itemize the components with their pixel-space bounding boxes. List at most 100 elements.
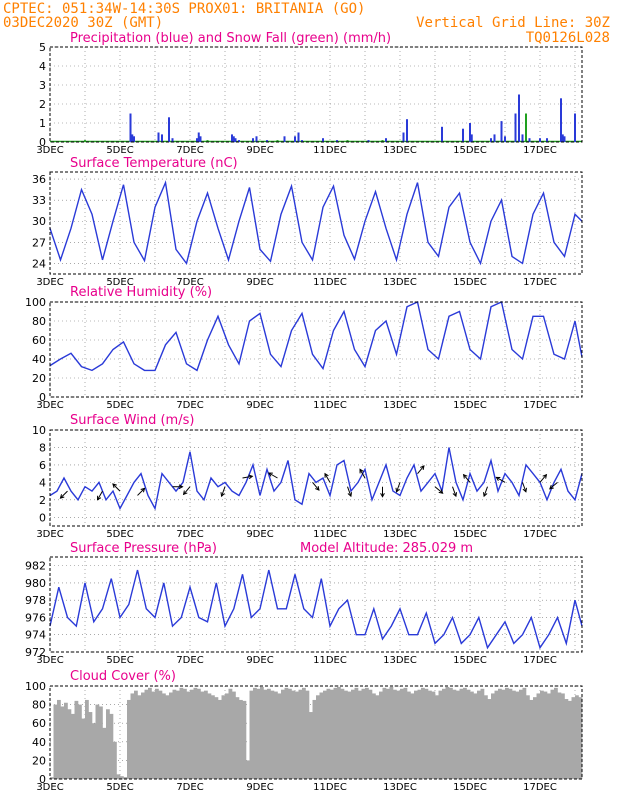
precip-bar [441, 126, 443, 142]
wind-vector-head [549, 484, 554, 490]
cloud-bar [99, 706, 103, 779]
cloud-bar [155, 688, 159, 779]
cloud-bar [470, 691, 474, 779]
cloud-bar [316, 695, 320, 779]
y-tick-label: 80 [32, 699, 46, 712]
precip-bar [199, 136, 202, 142]
y-tick-label: 2 [39, 98, 46, 111]
panel-title-pressure: Surface Pressure (hPa) [70, 541, 217, 556]
x-tick-label: 5DEC [106, 400, 133, 411]
cloud-bar [253, 687, 257, 779]
y-tick-label: 3 [39, 79, 46, 92]
precip-bar [528, 138, 531, 142]
cloud-bar [190, 689, 194, 779]
cloud-bar [92, 723, 96, 779]
cloud-bar [578, 697, 583, 779]
wind-vector-head [267, 472, 273, 477]
x-tick-label: 15DEC [453, 529, 487, 540]
cloud-bar [323, 690, 327, 779]
cloud-bar [543, 691, 548, 779]
snowfall-bar [525, 113, 527, 142]
y-tick-label: 10 [32, 424, 46, 437]
wind-vector-head [182, 490, 188, 496]
y-tick-label: 20 [32, 372, 46, 385]
wind-vector [359, 469, 366, 479]
cloud-bar [186, 691, 191, 779]
cloud-bar [372, 693, 376, 779]
precip-bar [322, 138, 324, 142]
cloud-bar [137, 695, 142, 779]
x-tick-label: 9DEC [246, 277, 273, 288]
x-tick-label: 17DEC [523, 529, 557, 540]
x-tick-label: 5DEC [106, 145, 133, 156]
y-tick-label: 36 [32, 173, 46, 186]
cloud-bar [344, 690, 348, 779]
y-tick-label: 60 [32, 334, 46, 347]
cloud-bar [571, 697, 576, 779]
precip-bar [490, 138, 492, 142]
cloud-bar [330, 689, 334, 779]
wind-vector-head [452, 492, 458, 498]
cloud-bar [564, 699, 569, 779]
snowfall-bar [381, 140, 384, 142]
precip-bar [504, 136, 506, 142]
x-tick-label: 3DEC [36, 655, 63, 666]
x-tick-label: 7DEC [176, 145, 203, 156]
y-tick-label: 0 [39, 391, 46, 404]
series-line [49, 569, 583, 650]
wind-vector-head [482, 492, 488, 498]
cloud-bar [526, 695, 530, 779]
cloud-bar [533, 697, 537, 779]
cloud-bar [333, 687, 338, 779]
wind-vector-head [395, 487, 400, 493]
cloud-bar [414, 690, 418, 779]
cloud-bar [312, 699, 317, 779]
panel-frame [49, 685, 583, 780]
x-tick-label: 17DEC [523, 782, 557, 793]
y-tick-label: 100 [25, 296, 46, 309]
cloud-bar [358, 690, 362, 779]
x-tick-label: 13DEC [383, 400, 417, 411]
wind-vector [112, 483, 121, 492]
cloud-bar [515, 691, 520, 779]
x-tick-label: 7DEC [176, 529, 203, 540]
cloud-bar [302, 687, 306, 779]
cloud-bar [263, 689, 268, 779]
cloud-bar [550, 689, 555, 779]
cloud-bar [417, 689, 422, 779]
cloud-bar [466, 689, 471, 779]
wind-vector-head [438, 489, 444, 494]
wind-vector [183, 486, 191, 495]
precip-bar [171, 138, 174, 142]
x-tick-label: 13DEC [383, 782, 417, 793]
wind-vector-head [542, 473, 548, 479]
cloud-bar [319, 692, 324, 779]
x-tick-label: 11DEC [313, 782, 347, 793]
cloud-bar [403, 687, 408, 779]
cloud-bar [74, 700, 79, 779]
y-tick-label: 27 [32, 236, 46, 249]
x-tick-label: 5DEC [106, 655, 133, 666]
cloud-bar [449, 687, 453, 779]
cloud-bar [396, 690, 401, 779]
precip-bar [560, 98, 562, 142]
cloud-bar [463, 687, 467, 779]
cloud-bar [204, 690, 208, 779]
y-tick-label: 976 [25, 611, 46, 624]
cloud-bar [536, 693, 541, 779]
precip-bar [561, 134, 564, 142]
y-tick-label: 5 [39, 41, 46, 54]
x-tick-label: 15DEC [453, 145, 487, 156]
wind-vector [417, 465, 425, 474]
cloud-bar [375, 695, 380, 779]
panel-frame [49, 301, 583, 398]
cloud-bar [214, 697, 219, 779]
cloud-bar [445, 686, 450, 779]
panel-5: 0 20 40 60 80 100 3DEC 5DEC 7DEC 9DEC 11DEC 13DEC 15… [25, 680, 583, 793]
y-tick-label: 33 [32, 194, 46, 207]
x-tick-label: 9DEC [246, 400, 273, 411]
precip-bar [574, 113, 576, 142]
cloud-bar [424, 688, 429, 779]
cloud-bar [473, 693, 478, 779]
cloud-bar [158, 690, 163, 779]
